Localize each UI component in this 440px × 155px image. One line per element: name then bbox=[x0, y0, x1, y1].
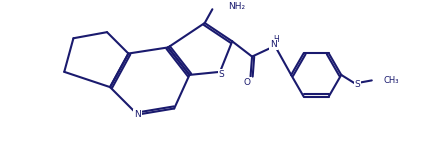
Text: N: N bbox=[270, 40, 277, 49]
Text: S: S bbox=[355, 80, 360, 89]
Text: NH₂: NH₂ bbox=[227, 2, 245, 11]
Text: CH₃: CH₃ bbox=[383, 76, 399, 85]
Text: S: S bbox=[219, 70, 224, 79]
Text: N: N bbox=[134, 110, 141, 119]
Text: H: H bbox=[274, 35, 279, 44]
Text: O: O bbox=[244, 78, 251, 87]
